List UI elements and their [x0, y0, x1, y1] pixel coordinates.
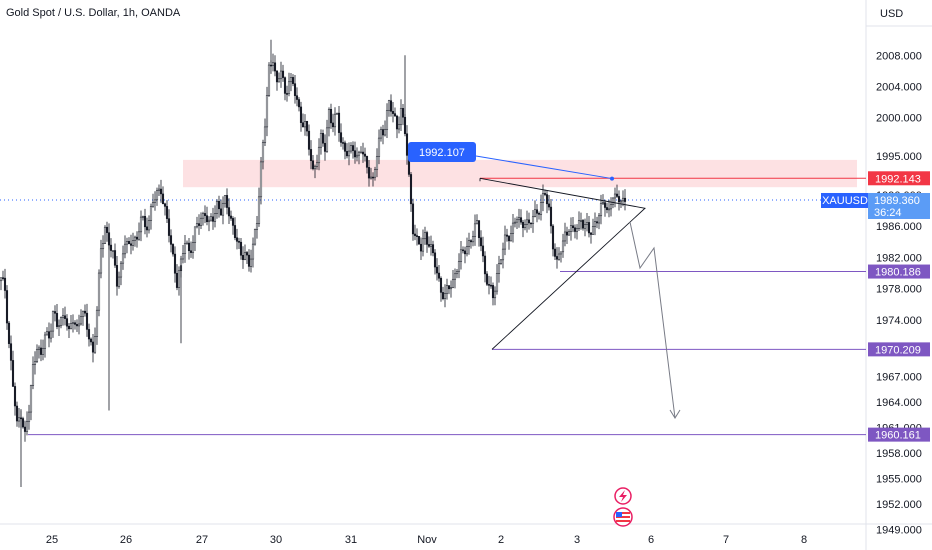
x-tick-label: 2 — [498, 534, 504, 546]
level-price-label: 1980.186 — [875, 267, 921, 279]
y-tick-label: 1958.000 — [876, 448, 922, 460]
level-price-box — [868, 342, 930, 357]
x-tick-label: 25 — [46, 534, 58, 546]
x-tick-label: 26 — [120, 534, 132, 546]
y-tick-label: 1952.000 — [876, 499, 922, 511]
projection-path[interactable] — [629, 221, 676, 419]
y-tick-label: 1955.000 — [876, 474, 922, 486]
triangle-pattern[interactable] — [479, 177, 646, 350]
y-tick-label: 2008.000 — [876, 50, 922, 62]
x-tick-label: Nov — [417, 534, 437, 546]
svg-text:36:24: 36:24 — [874, 207, 902, 219]
level-price-box — [868, 264, 930, 279]
projection-arrowhead — [669, 409, 681, 419]
y-tick-label: 1982.000 — [876, 252, 922, 264]
x-tick-label: 6 — [648, 534, 654, 546]
x-tick-label: 31 — [345, 534, 357, 546]
y-tick-label: 1974.000 — [876, 315, 922, 327]
chart-title: Gold Spot / U.S. Dollar, 1h, OANDA — [6, 7, 181, 19]
x-tick-label: 8 — [801, 534, 807, 546]
y-tick-label: 2000.000 — [876, 112, 922, 124]
last-price-box[interactable]: XAUUSD 1989.360 36:24 — [821, 192, 930, 219]
us-flag-event-icon[interactable] — [613, 507, 633, 527]
currency-label[interactable]: USD — [880, 8, 903, 20]
y-tick-label: 1986.000 — [876, 221, 922, 233]
x-tick-label: 3 — [574, 534, 580, 546]
x-tick-label: 27 — [196, 534, 208, 546]
price-callout[interactable]: 1992.107 — [408, 142, 476, 162]
y-tick-label: 1949.000 — [876, 525, 922, 537]
x-tick-label: 30 — [270, 534, 282, 546]
y-tick-label: 1967.000 — [876, 372, 922, 384]
level-price-box — [868, 171, 930, 186]
callout-line — [475, 155, 613, 180]
y-tick-label: 1995.000 — [876, 151, 922, 163]
svg-text:XAUUSD: XAUUSD — [822, 195, 868, 207]
y-tick-label: 1978.000 — [876, 284, 922, 296]
svg-text:1992.107: 1992.107 — [419, 147, 465, 159]
resistance-zone[interactable] — [183, 159, 857, 188]
level-price-label: 1960.161 — [875, 430, 921, 442]
level-price-box — [868, 427, 930, 442]
y-tick-label: 1964.000 — [876, 397, 922, 409]
candles — [0, 39, 627, 487]
x-tick-label: 7 — [723, 534, 729, 546]
level-price-label: 1970.209 — [875, 344, 921, 356]
flash-event-icon[interactable] — [614, 487, 632, 505]
svg-text:1989.360: 1989.360 — [874, 195, 920, 207]
callout-anchor — [610, 176, 614, 181]
y-tick-label: 2004.000 — [876, 81, 922, 93]
level-price-label: 1992.143 — [875, 173, 921, 185]
